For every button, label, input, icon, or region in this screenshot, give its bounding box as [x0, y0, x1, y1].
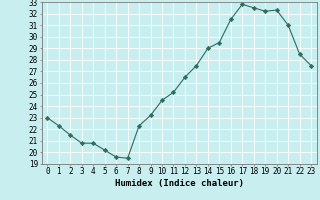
- X-axis label: Humidex (Indice chaleur): Humidex (Indice chaleur): [115, 179, 244, 188]
